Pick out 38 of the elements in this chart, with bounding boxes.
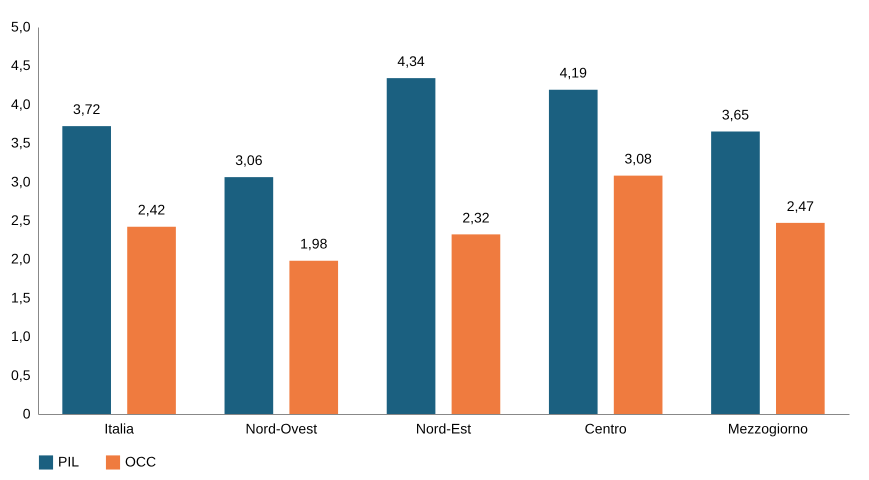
data-label: 4,19 (560, 64, 588, 81)
data-label: 2,47 (786, 198, 814, 214)
x-tick-label: Nord-Est (416, 420, 472, 436)
bar (224, 177, 274, 414)
data-label: 3,72 (73, 101, 100, 118)
x-tick-label: Centro (584, 420, 627, 436)
legend-label: OCC (125, 453, 156, 470)
x-tick-label: Italia (104, 420, 134, 436)
data-label: 1,98 (300, 236, 328, 252)
x-tick-label: Nord-Ovest (246, 420, 318, 436)
y-tick-label: 3,5 (11, 134, 31, 151)
data-label: 3,65 (722, 106, 750, 122)
y-tick-label: 4,0 (11, 96, 31, 112)
bar (776, 222, 825, 414)
y-tick-label: 5,0 (11, 18, 31, 34)
data-label: 3,08 (624, 150, 652, 167)
bar (62, 126, 111, 414)
bar (614, 176, 662, 414)
y-tick-label: 4,5 (11, 57, 31, 74)
bar (127, 226, 176, 414)
bar (386, 78, 436, 414)
bar (711, 131, 760, 414)
x-tick-label: Mezzogiorno (728, 420, 808, 436)
data-label: 2,32 (462, 209, 490, 226)
data-label: 4,34 (397, 53, 425, 70)
y-tick-label: 1,0 (11, 328, 31, 344)
y-tick-label: 2,5 (11, 212, 31, 228)
y-tick-label: 2,0 (11, 250, 31, 267)
y-tick-label: 3,0 (11, 173, 31, 190)
legend-label: PIL (58, 453, 80, 470)
bar (452, 234, 500, 414)
y-tick-label: 0 (22, 406, 31, 422)
bar (289, 260, 338, 414)
data-label: 2,42 (138, 202, 166, 218)
bar (548, 90, 598, 414)
y-tick-label: 1,5 (11, 289, 31, 306)
y-tick-label: 0,5 (11, 366, 31, 383)
data-label: 3,06 (235, 152, 263, 168)
